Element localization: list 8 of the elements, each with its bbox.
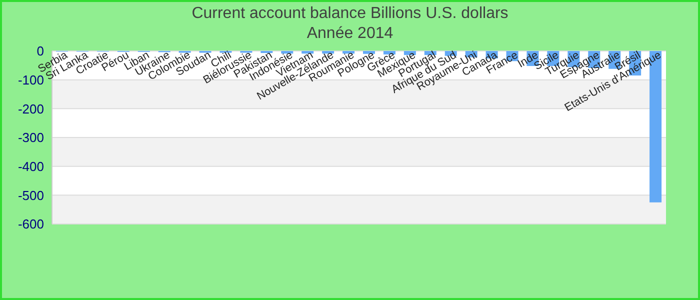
y-tick-label: -300 [18,130,44,146]
y-tick-label: -600 [18,216,44,232]
chart-title: Current account balance Billions U.S. dollars [190,4,510,24]
y-tick-label: -200 [18,101,44,116]
y-tick-label: -500 [18,188,44,203]
chart-subtitle: Année 2014 [306,24,394,44]
y-tick-label: -400 [18,158,44,174]
y-tick-label: -100 [18,72,44,88]
